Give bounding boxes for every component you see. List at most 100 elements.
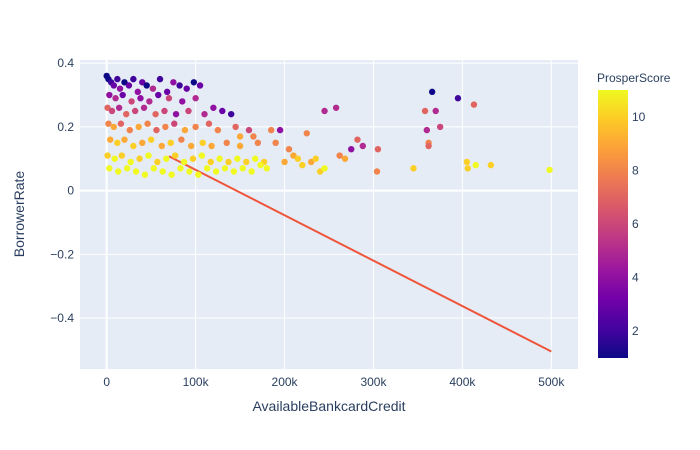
data-point: [354, 136, 361, 143]
data-point: [104, 104, 111, 111]
data-point: [312, 155, 319, 162]
data-point: [171, 152, 179, 159]
data-point: [196, 82, 204, 89]
data-point: [257, 161, 264, 169]
data-point: [123, 165, 131, 172]
data-point: [118, 152, 125, 159]
colorbar: [598, 90, 628, 358]
data-point: [276, 126, 284, 134]
data-point: [299, 161, 306, 169]
data-point: [170, 79, 177, 86]
data-point: [167, 139, 174, 147]
colorbar-tick-label: 8: [632, 163, 639, 177]
data-point: [114, 75, 121, 83]
data-point: [143, 82, 150, 89]
data-point: [225, 158, 232, 166]
y-tick-label: −0.2: [50, 247, 74, 261]
data-point: [106, 91, 113, 99]
data-point: [423, 126, 431, 134]
data-point: [219, 107, 226, 115]
data-point: [198, 152, 206, 159]
data-point: [359, 142, 366, 150]
data-point: [116, 85, 124, 92]
grid: [80, 60, 578, 369]
data-point: [125, 82, 133, 89]
data-point: [454, 95, 462, 102]
colorbar-title: ProsperScore: [597, 71, 671, 85]
data-point: [147, 136, 155, 143]
data-point: [373, 168, 381, 175]
data-point: [104, 152, 111, 159]
data-point: [136, 155, 143, 162]
data-point: [106, 165, 113, 172]
data-point: [159, 168, 166, 175]
data-point: [112, 95, 119, 102]
data-point: [332, 104, 340, 111]
data-point: [212, 168, 220, 175]
data-point: [139, 139, 146, 147]
data-point: [119, 91, 126, 99]
data-point: [254, 139, 262, 147]
data-point: [180, 158, 188, 166]
data-point: [308, 158, 315, 166]
data-point: [341, 155, 349, 162]
data-point: [149, 85, 157, 92]
data-point: [153, 126, 160, 134]
data-point: [321, 165, 328, 172]
data-point: [487, 161, 495, 169]
x-tick-label: 0: [103, 375, 110, 389]
data-point: [463, 158, 471, 166]
data-point: [243, 158, 250, 166]
data-point: [221, 165, 229, 172]
data-point: [230, 168, 238, 175]
data-point: [192, 123, 199, 131]
data-point: [285, 145, 293, 153]
y-tick-label: −0.4: [50, 311, 74, 325]
x-tick-label: 100k: [183, 375, 210, 389]
data-point: [141, 171, 149, 178]
data-point: [115, 104, 123, 111]
data-point: [163, 88, 171, 96]
data-point: [214, 126, 222, 134]
data-point: [154, 158, 161, 166]
colorbar-tick-label: 4: [632, 271, 639, 285]
data-point: [183, 85, 190, 92]
data-point: [189, 155, 197, 162]
data-point: [195, 171, 202, 178]
data-point: [115, 168, 122, 175]
data-point: [316, 168, 324, 175]
data-point: [163, 155, 170, 162]
data-point: [425, 142, 432, 150]
data-point: [130, 75, 137, 83]
data-point: [146, 98, 153, 105]
data-point: [472, 161, 479, 169]
data-point: [179, 98, 186, 105]
data-point: [201, 110, 208, 118]
data-point: [108, 107, 116, 115]
data-point: [236, 142, 244, 150]
y-ticks: −0.4 −0.2 0 0.2 0.4: [50, 56, 74, 325]
data-point: [374, 145, 382, 153]
data-point: [223, 139, 230, 147]
data-point: [421, 107, 429, 115]
y-axis-title: BorrowerRate: [11, 171, 27, 258]
data-point: [263, 165, 270, 172]
data-point: [210, 104, 217, 111]
data-point: [348, 145, 355, 153]
colorbar-tick-label: 2: [632, 324, 639, 338]
data-point: [303, 130, 310, 137]
data-point: [208, 142, 215, 150]
x-tick-label: 200k: [272, 375, 299, 389]
data-point: [177, 165, 184, 172]
scatter-points: [103, 72, 553, 178]
data-point: [105, 120, 112, 127]
data-point: [294, 155, 302, 162]
data-point: [150, 165, 158, 172]
data-point: [234, 155, 241, 162]
x-tick-label: 500k: [538, 375, 565, 389]
data-point: [145, 152, 152, 159]
data-point: [165, 95, 173, 102]
data-point: [205, 120, 213, 127]
data-point: [111, 155, 118, 162]
